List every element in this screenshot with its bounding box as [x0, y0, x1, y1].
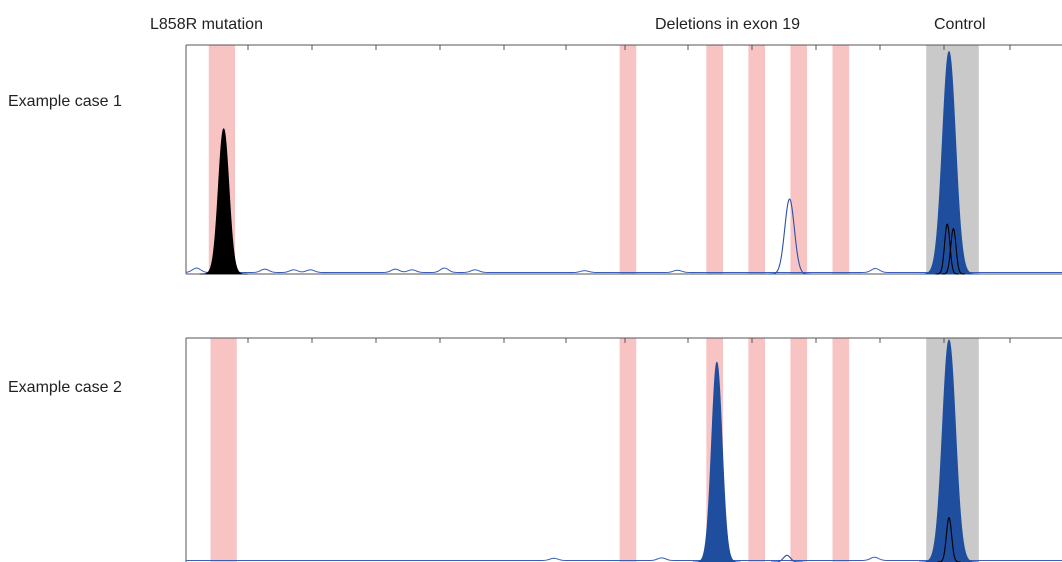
- panel-1-peak-4: [935, 223, 959, 275]
- panel-2-region-5: [790, 338, 808, 562]
- panel-2-region-1: [210, 338, 237, 562]
- panel-1-peak-2: [767, 198, 811, 275]
- header-deletions-exon-19: Deletions in exon 19: [655, 16, 800, 33]
- header-l858r-mutation: L858R mutation: [150, 16, 263, 33]
- panel-1-region-6: [832, 45, 850, 274]
- panel-label-case-2: Example case 2: [8, 379, 122, 396]
- panel-1-region-2: [619, 45, 637, 274]
- panel-1-region-3: [706, 45, 723, 274]
- panel-1-peak-1: [199, 128, 248, 275]
- panel-1-region-5: [790, 45, 808, 274]
- panel-1-peak-3: [919, 50, 979, 275]
- panel-2-baseline-trace: [186, 556, 1062, 561]
- panel-1-region-4: [748, 45, 766, 274]
- header-control: Control: [934, 16, 986, 33]
- panel-1-baseline-trace: [185, 267, 1062, 273]
- panel-1-peak-5: [941, 227, 966, 275]
- panel-label-case-1: Example case 1: [8, 93, 122, 110]
- panel-2-region-4: [748, 338, 766, 562]
- panel-2-region-2: [619, 338, 637, 562]
- panel-2-peak-1: [692, 361, 741, 562]
- panel-2-peak-2: [919, 339, 979, 562]
- panel-2-region-6: [832, 338, 850, 562]
